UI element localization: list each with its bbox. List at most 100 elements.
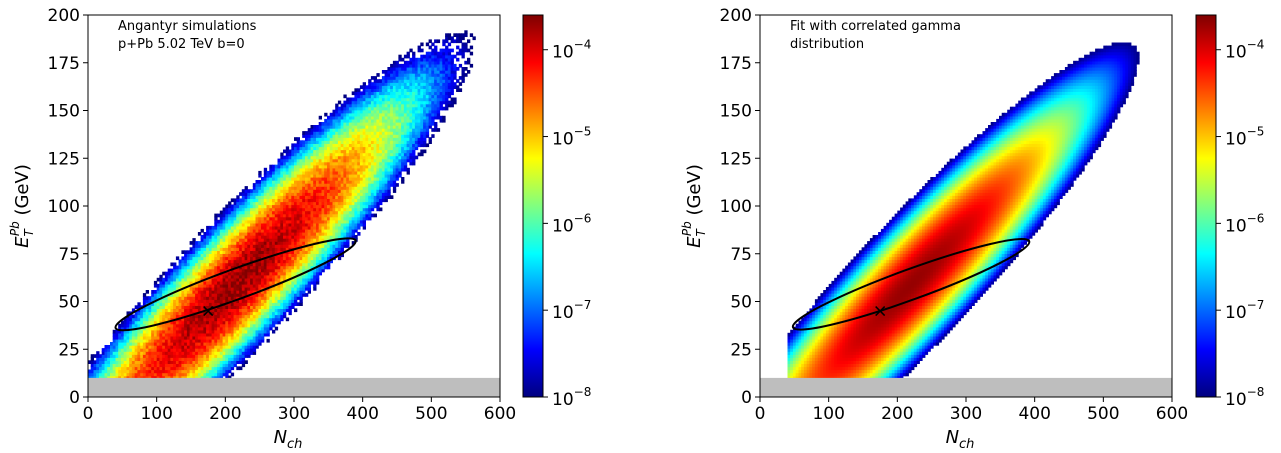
heatmap-cell (244, 305, 248, 309)
heatmap-cell (398, 155, 402, 160)
heatmap-cell (291, 189, 295, 193)
heatmap-cell (200, 296, 204, 300)
heatmap-cell (351, 216, 355, 221)
heatmap-cell (274, 235, 279, 239)
heatmap-cell (346, 241, 350, 245)
heatmap-cell (203, 256, 207, 261)
heatmap-cell (288, 219, 292, 224)
heatmap-cell (313, 268, 317, 273)
heatmap-cell (392, 76, 397, 80)
heatmap-cell (296, 225, 300, 230)
heatmap-cell (340, 186, 344, 190)
heatmap-cell (153, 375, 158, 380)
heatmap-cell (398, 70, 402, 74)
heatmap-cell (379, 122, 383, 126)
heatmap-cell (247, 308, 251, 313)
heatmap-cell (403, 109, 408, 114)
heatmap-cell (401, 109, 405, 114)
heatmap-cell (244, 320, 248, 325)
heatmap-cell (351, 170, 355, 175)
heatmap-cell (390, 161, 394, 166)
heatmap-cell (225, 296, 229, 300)
heatmap-cell (236, 216, 240, 221)
heatmap-cell (332, 118, 336, 123)
heatmap-cell (332, 177, 336, 181)
heatmap-cell (359, 109, 364, 114)
heatmap-cell (230, 354, 235, 358)
heatmap-cell (368, 177, 372, 181)
heatmap-cell (362, 161, 366, 166)
heatmap-cell (214, 238, 218, 242)
heatmap-cell (151, 332, 155, 337)
heatmap-cell (142, 345, 147, 349)
heatmap-cell (230, 305, 235, 309)
heatmap-cell (184, 360, 188, 364)
heatmap-cell (324, 189, 328, 193)
heatmap-cell (401, 131, 405, 135)
heatmap-cell (274, 183, 279, 187)
heatmap-cell (131, 375, 136, 380)
heatmap-cell (285, 167, 290, 172)
heatmap-cell (332, 204, 336, 209)
heatmap-cell (219, 332, 224, 337)
heatmap-cell (357, 118, 361, 123)
heatmap-cell (175, 326, 180, 331)
heatmap-cell (247, 189, 251, 193)
heatmap-cell (307, 235, 311, 239)
heatmap-cell (362, 192, 366, 196)
heatmap-cell (255, 244, 259, 248)
heatmap-cell (401, 134, 405, 138)
heatmap-cell (395, 73, 399, 77)
heatmap-cell (359, 204, 364, 209)
heatmap-cell (258, 342, 262, 346)
heatmap-cell (115, 357, 119, 361)
heatmap-cell (359, 106, 364, 111)
heatmap-cell (332, 131, 336, 135)
heatmap-cell (225, 244, 229, 248)
heatmap-cell (299, 293, 303, 297)
heatmap-cell (412, 161, 416, 166)
heatmap-cell (280, 274, 284, 279)
heatmap-cell (118, 332, 122, 337)
heatmap-cell (348, 192, 353, 196)
heatmap-cell (401, 118, 405, 123)
heatmap-cell (373, 112, 377, 117)
heatmap-cell (266, 305, 270, 309)
heatmap-cell (398, 134, 402, 138)
heatmap-cell (250, 210, 254, 215)
heatmap-cell (277, 228, 281, 233)
heatmap-cell (145, 320, 149, 325)
heatmap-cell (291, 219, 295, 224)
heatmap-cell (296, 259, 300, 264)
heatmap-cell (200, 357, 204, 361)
heatmap-cell (340, 161, 344, 166)
heatmap-cell (208, 283, 213, 288)
heatmap-cell (365, 183, 369, 187)
heatmap-cell (387, 158, 391, 163)
heatmap-cell (173, 287, 177, 291)
heatmap-cell (398, 91, 402, 96)
heatmap-cell (239, 338, 243, 343)
heatmap-cell (217, 225, 221, 230)
heatmap-cell (280, 308, 284, 313)
heatmap-cell (381, 146, 386, 151)
heatmap-cell (346, 177, 350, 181)
heatmap-cell (274, 204, 279, 209)
heatmap-cell (129, 348, 133, 352)
heatmap-cell (332, 210, 336, 215)
heatmap-cell (329, 158, 333, 163)
heatmap-cell (274, 164, 279, 169)
heatmap-cell (272, 222, 276, 227)
heatmap-cell (381, 192, 386, 196)
heatmap-cell (236, 247, 240, 251)
heatmap-cell (302, 253, 306, 258)
heatmap-cell (189, 363, 193, 368)
heatmap-cell (170, 311, 174, 316)
heatmap-cell (252, 274, 257, 279)
heatmap-cell (255, 195, 259, 199)
heatmap-cell (206, 363, 210, 368)
heatmap-cell (123, 317, 127, 322)
heatmap-cell (318, 244, 322, 248)
heatmap-cell (153, 311, 158, 316)
heatmap-cell (112, 338, 116, 343)
